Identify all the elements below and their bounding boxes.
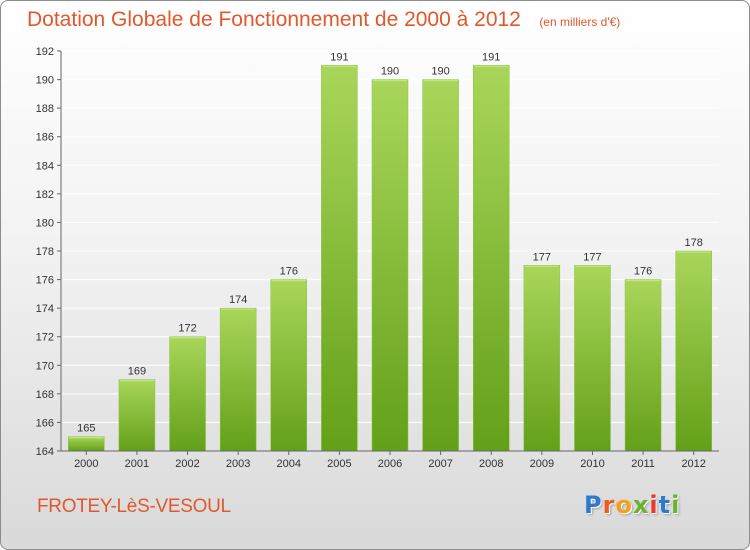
y-tick-label: 178 bbox=[36, 246, 54, 258]
y-tick-label: 188 bbox=[36, 103, 54, 115]
x-tick-label: 2006 bbox=[378, 458, 402, 470]
bar-2012 bbox=[675, 250, 712, 452]
chart-subtitle: (en milliers d'€) bbox=[539, 15, 621, 29]
commune-name: FROTEY-LèS-VESOUL bbox=[37, 496, 231, 517]
data-label: 169 bbox=[128, 366, 146, 378]
data-label: 178 bbox=[685, 237, 703, 249]
logo-letter: o bbox=[615, 491, 633, 519]
y-tick-label: 192 bbox=[36, 46, 54, 58]
y-tick-label: 164 bbox=[36, 446, 54, 458]
data-label: 177 bbox=[583, 251, 601, 263]
bar-2011 bbox=[624, 279, 662, 452]
y-tick-label: 166 bbox=[36, 417, 54, 429]
y-tick-label: 186 bbox=[36, 132, 54, 144]
data-label: 176 bbox=[634, 266, 652, 278]
x-tick-label: 2002 bbox=[175, 458, 199, 470]
bar-2003 bbox=[219, 307, 257, 452]
x-tick-label: 2010 bbox=[580, 458, 604, 470]
proxiti-logo[interactable]: Proxiti bbox=[584, 491, 680, 519]
y-tick-label: 170 bbox=[36, 360, 54, 372]
x-tick-label: 2005 bbox=[327, 458, 351, 470]
bar-2002 bbox=[169, 336, 206, 452]
x-tick-label: 2012 bbox=[681, 458, 705, 470]
bar-2009 bbox=[523, 265, 561, 452]
data-label: 165 bbox=[77, 423, 95, 435]
y-tick-label: 168 bbox=[36, 389, 54, 401]
bar-2001 bbox=[118, 379, 156, 452]
data-label: 176 bbox=[280, 266, 298, 278]
x-tick-label: 2009 bbox=[530, 458, 554, 470]
data-label: 174 bbox=[229, 294, 247, 306]
bar-2000 bbox=[68, 436, 105, 452]
bar-2010 bbox=[574, 265, 611, 452]
x-tick-label: 2007 bbox=[428, 458, 452, 470]
y-tick-label: 174 bbox=[36, 303, 54, 315]
data-label: 191 bbox=[330, 51, 348, 63]
x-tick-label: 2001 bbox=[125, 458, 149, 470]
logo-letter: i bbox=[671, 491, 681, 519]
axes: 164 166 168 170 172 174 176 178 180 182 184 186 188 1… bbox=[36, 46, 719, 470]
logo-letter: r bbox=[602, 491, 616, 519]
y-tick-label: 180 bbox=[36, 217, 54, 229]
data-label: 191 bbox=[482, 51, 500, 63]
x-tick-label: 2008 bbox=[479, 458, 503, 470]
y-tick-label: 176 bbox=[36, 275, 54, 287]
title-row: Dotation Globale de Fonctionnement de 20… bbox=[27, 8, 620, 32]
x-tick-label: 2011 bbox=[631, 458, 655, 470]
x-tick-label: 2000 bbox=[74, 458, 98, 470]
y-tick-label: 190 bbox=[36, 75, 54, 87]
data-label: 172 bbox=[178, 323, 196, 335]
bar-2004 bbox=[270, 279, 308, 452]
logo-letter: P bbox=[584, 491, 603, 519]
data-label: 190 bbox=[381, 66, 399, 78]
bar-2005 bbox=[321, 65, 358, 452]
logo-letter: i bbox=[649, 491, 659, 519]
logo-letter: x bbox=[632, 491, 650, 519]
bar-2006 bbox=[371, 79, 409, 452]
data-label: 190 bbox=[431, 66, 449, 78]
bar-2008 bbox=[472, 65, 510, 452]
y-tick-label: 172 bbox=[36, 332, 54, 344]
data-label: 177 bbox=[533, 251, 551, 263]
chart-title: Dotation Globale de Fonctionnement de 20… bbox=[27, 8, 521, 31]
y-tick-label: 184 bbox=[36, 160, 54, 172]
bars: 165 169 172 174 176 191 190 190 191 177 177 176 178 bbox=[68, 51, 712, 452]
x-tick-label: 2003 bbox=[226, 458, 250, 470]
bar-2007 bbox=[422, 79, 459, 452]
logo-letter: t bbox=[658, 491, 672, 519]
y-tick-label: 182 bbox=[36, 189, 54, 201]
x-tick-label: 2004 bbox=[277, 458, 301, 470]
